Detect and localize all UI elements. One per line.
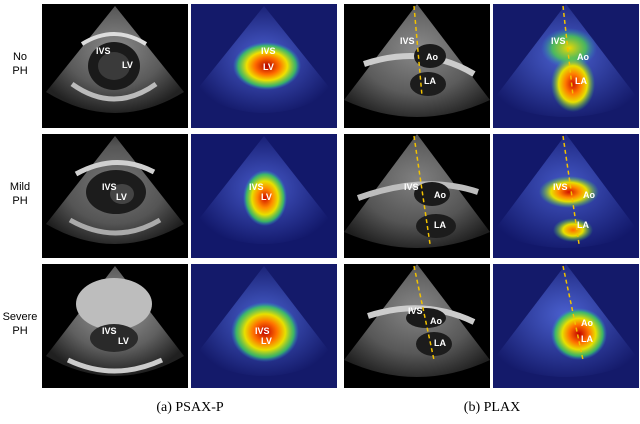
label-ivs: IVS [255, 326, 270, 336]
echo-image [46, 6, 184, 113]
row-label-line: Mild [9, 181, 31, 193]
label-ao: Ao [434, 190, 446, 200]
echo-image [344, 134, 490, 248]
label-ao: Ao [426, 52, 438, 62]
row-label-line: PH [12, 325, 28, 337]
psax-heatmap-mild-ph: IVS LV [191, 134, 337, 258]
caption-plax: (b) PLAX [463, 400, 521, 415]
row-label-line: No [12, 51, 28, 63]
label-la: LA [424, 76, 436, 86]
label-lv: LV [118, 336, 129, 346]
label-la: LA [434, 338, 446, 348]
heatmap-image [493, 4, 639, 128]
label-ivs: IVS [249, 182, 264, 192]
label-la: LA [577, 220, 589, 230]
echo-image [46, 136, 184, 244]
row-label-line: PH [12, 195, 28, 207]
echo-image [46, 266, 184, 376]
label-ivs: IVS [404, 182, 419, 192]
label-lv: LV [116, 192, 127, 202]
echo-image [344, 264, 490, 377]
label-lv: LV [261, 336, 272, 346]
heatmap-image [191, 134, 337, 258]
psax-heatmap-severe-ph: IVS LV [191, 264, 337, 388]
heatmap-image [493, 264, 639, 388]
row-label-no-ph: No PH [0, 50, 40, 78]
label-lv: LV [261, 192, 272, 202]
label-lv: LV [263, 62, 274, 72]
label-la: LA [581, 334, 593, 344]
row-label-severe-ph: Severe PH [0, 310, 40, 338]
caption-psax: (a) PSAX-P [156, 400, 224, 415]
heatmap-image [191, 4, 337, 128]
row-label-mild-ph: Mild PH [0, 180, 40, 208]
psax-echo-no-ph: IVS LV [42, 4, 188, 128]
label-ivs: IVS [261, 46, 276, 56]
plax-heatmap-mild-ph: IVS Ao LA [493, 134, 639, 258]
label-ivs: IVS [551, 36, 566, 46]
label-la: LA [575, 76, 587, 86]
label-ao: Ao [577, 52, 589, 62]
plax-echo-mild-ph: IVS Ao LA [344, 134, 490, 258]
label-la: LA [434, 220, 446, 230]
label-lv: LV [122, 60, 133, 70]
psax-echo-mild-ph: IVS LV [42, 134, 188, 258]
psax-heatmap-no-ph: IVS LV [191, 4, 337, 128]
label-ivs: IVS [96, 46, 111, 56]
label-ivs: IVS [408, 306, 423, 316]
plax-echo-no-ph: IVS Ao LA [344, 4, 490, 128]
label-ao: Ao [583, 190, 595, 200]
label-ivs: IVS [553, 182, 568, 192]
row-label-line: PH [12, 65, 28, 77]
label-ao: Ao [430, 316, 442, 326]
heatmap-image [191, 264, 337, 388]
label-ao: Ao [581, 318, 593, 328]
plax-heatmap-no-ph: IVS Ao LA [493, 4, 639, 128]
echo-image [344, 4, 490, 117]
plax-echo-severe-ph: IVS Ao LA [344, 264, 490, 388]
label-ivs: IVS [102, 182, 117, 192]
plax-heatmap-severe-ph: Ao LA [493, 264, 639, 388]
heatmap-image [493, 134, 639, 258]
row-label-line: Severe [2, 311, 38, 323]
label-ivs: IVS [102, 326, 117, 336]
psax-echo-severe-ph: IVS LV [42, 264, 188, 388]
label-ivs: IVS [400, 36, 415, 46]
